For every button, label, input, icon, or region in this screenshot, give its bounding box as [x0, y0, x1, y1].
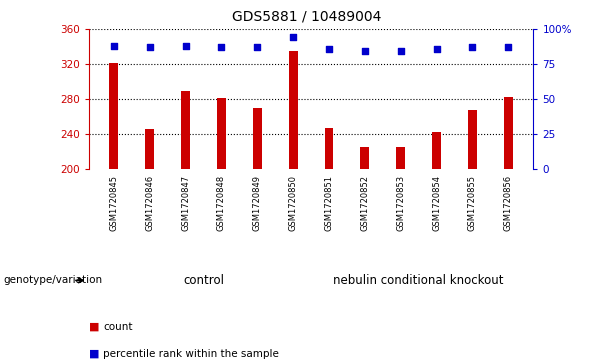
Bar	[504, 97, 512, 169]
Bar	[396, 147, 405, 169]
Bar	[432, 132, 441, 169]
Point	[468, 44, 478, 50]
Text: GSM1720847: GSM1720847	[181, 175, 190, 231]
Text: GSM1720854: GSM1720854	[432, 175, 441, 231]
Text: GSM1720848: GSM1720848	[217, 175, 226, 231]
Point	[288, 34, 298, 40]
Text: GSM1720850: GSM1720850	[289, 175, 298, 231]
Text: GSM1720846: GSM1720846	[145, 175, 154, 231]
Text: GSM1720845: GSM1720845	[110, 175, 118, 231]
Point	[145, 44, 154, 50]
Point	[109, 43, 119, 49]
Bar	[324, 128, 333, 169]
Point	[324, 46, 334, 52]
Text: count: count	[103, 322, 132, 332]
Text: nebulin conditional knockout: nebulin conditional knockout	[333, 274, 504, 287]
Bar	[217, 98, 226, 169]
Text: GDS5881 / 10489004: GDS5881 / 10489004	[232, 9, 381, 23]
Text: GSM1720855: GSM1720855	[468, 175, 477, 231]
Text: genotype/variation: genotype/variation	[3, 276, 102, 285]
Bar	[360, 147, 370, 169]
Text: ■: ■	[89, 322, 99, 332]
Text: percentile rank within the sample: percentile rank within the sample	[103, 349, 279, 359]
Text: GSM1720856: GSM1720856	[504, 175, 512, 231]
Bar	[468, 110, 477, 169]
Text: GSM1720853: GSM1720853	[396, 175, 405, 231]
Point	[432, 46, 441, 52]
Text: GSM1720849: GSM1720849	[253, 175, 262, 231]
Bar	[289, 51, 298, 169]
Text: GSM1720851: GSM1720851	[324, 175, 333, 231]
Text: control: control	[183, 274, 224, 287]
Point	[396, 49, 406, 54]
Bar	[181, 91, 190, 169]
Point	[216, 44, 226, 50]
Bar	[253, 108, 262, 169]
Bar	[145, 129, 154, 169]
Bar	[110, 63, 118, 169]
Point	[360, 49, 370, 54]
Text: GSM1720852: GSM1720852	[360, 175, 370, 231]
Point	[181, 43, 191, 49]
Point	[253, 44, 262, 50]
Point	[503, 44, 513, 50]
Text: ■: ■	[89, 349, 99, 359]
